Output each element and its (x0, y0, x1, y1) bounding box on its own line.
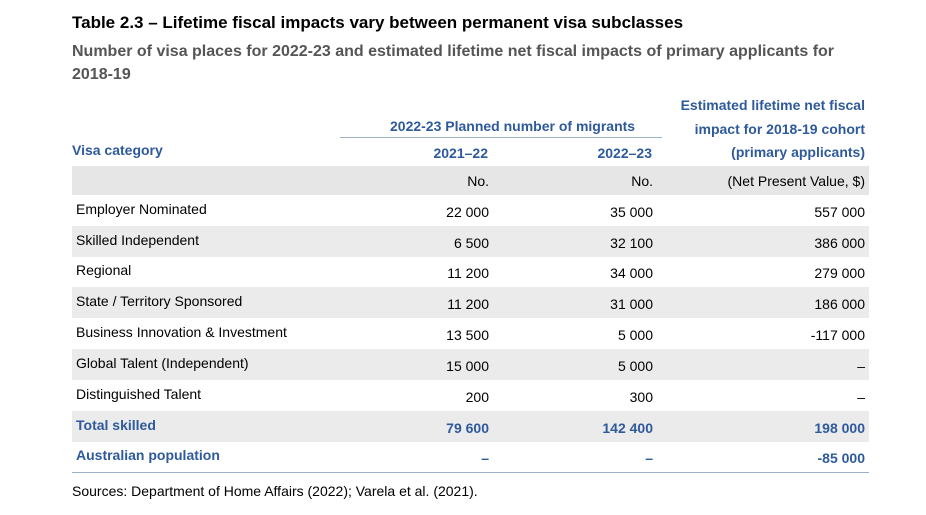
row-value-2021-22: 6 500 (453, 235, 489, 251)
row-value-fiscal: 386 000 (814, 235, 865, 251)
row-value-2021-22: 11 200 (447, 296, 489, 312)
table-row-employer-nominated: Employer Nominated 22 000 35 000 557 000 (72, 195, 869, 226)
row-value-2021-22: 11 200 (447, 265, 489, 281)
fiscal-impact-header-line1: Estimated lifetime net fiscal (680, 97, 865, 113)
fiscal-impact-header-line2: impact for 2018-19 cohort (694, 121, 865, 137)
row-value-2021-22: 79 600 (446, 420, 489, 436)
visa-category-header: Visa category (72, 142, 163, 158)
table-row-distinguished-talent: Distinguished Talent 200 300 – (72, 380, 869, 411)
row-label: Total skilled (76, 417, 156, 433)
table-bottom-rule (72, 472, 869, 473)
row-label: Regional (76, 262, 132, 278)
row-value-fiscal: 557 000 (814, 204, 865, 220)
row-value-2021-22: 15 000 (446, 358, 489, 374)
row-value-2021-22: – (481, 450, 489, 466)
units-col1: No. (467, 173, 489, 189)
row-value-2022-23: 32 100 (610, 235, 653, 251)
row-value-fiscal: 186 000 (814, 296, 865, 312)
units-col2: No. (631, 173, 653, 189)
row-value-2022-23: 34 000 (610, 265, 653, 281)
row-label: Distinguished Talent (76, 386, 202, 402)
row-value-2022-23: 300 (629, 389, 653, 405)
table-row-skilled-independent: Skilled Independent 6 500 32 100 386 000 (72, 226, 869, 257)
table-row-total-skilled: Total skilled 79 600 142 400 198 000 (72, 411, 869, 442)
row-label: State / Territory Sponsored (76, 293, 243, 309)
table-row-global-talent: Global Talent (Independent) 15 000 5 000… (72, 349, 869, 380)
units-col3: (Net Present Value, $) (727, 173, 865, 189)
row-value-2022-23: 142 400 (602, 420, 653, 436)
row-value-fiscal: 198 000 (814, 420, 865, 436)
table-row-state-territory-sponsored: State / Territory Sponsored 11 200 31 00… (72, 287, 869, 318)
table-row-business-innovation: Business Innovation & Investment 13 500 … (72, 318, 869, 349)
table-title: Table 2.3 – Lifetime fiscal impacts vary… (72, 13, 684, 32)
row-label: Business Innovation & Investment (76, 324, 287, 340)
row-label: Australian population (76, 447, 220, 463)
row-value-fiscal: 279 000 (814, 265, 865, 281)
row-value-2021-22: 22 000 (446, 204, 489, 220)
row-value-2021-22: 13 500 (446, 327, 489, 343)
planned-migrants-header: 2022-23 Planned number of migrants (390, 118, 636, 134)
source-note: Sources: Department of Home Affairs (202… (72, 483, 478, 499)
row-value-fiscal: -117 000 (810, 327, 865, 343)
units-row: No. No. (Net Present Value, $) (72, 166, 869, 195)
row-value-2022-23: 35 000 (610, 204, 653, 220)
row-value-2022-23: 31 000 (610, 296, 653, 312)
column-header-2022-23: 2022–23 (597, 145, 652, 161)
row-value-2021-22: 200 (465, 389, 489, 405)
row-value-fiscal: -85 000 (817, 450, 865, 466)
row-value-2022-23: 5 000 (617, 358, 653, 374)
table-row-australian-population: Australian population – – -85 000 (72, 441, 869, 472)
table-row-regional: Regional 11 200 34 000 279 000 (72, 256, 869, 287)
row-label: Employer Nominated (76, 201, 207, 217)
row-label: Skilled Independent (76, 232, 199, 248)
row-value-2022-23: – (645, 450, 653, 466)
table-subtitle: Number of visa places for 2022-23 and es… (72, 43, 835, 83)
fiscal-impact-header-line3: (primary applicants) (731, 144, 865, 160)
column-header-2021-22: 2021–22 (433, 145, 488, 161)
row-value-fiscal: – (857, 389, 865, 405)
row-value-2022-23: 5 000 (617, 327, 653, 343)
row-label: Global Talent (Independent) (76, 355, 249, 371)
group-header-rule (340, 137, 662, 138)
row-value-fiscal: – (857, 358, 865, 374)
